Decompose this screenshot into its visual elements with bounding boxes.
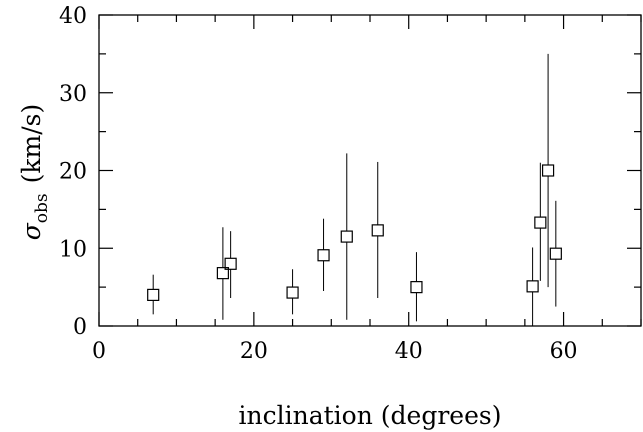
y-axis-unit: (km/s) [17,104,46,184]
y-axis-label: σobs (km/s) [17,104,52,241]
axis-ticks [98,14,642,327]
square-marker [549,247,562,260]
square-marker [534,216,547,229]
x-axis-label: inclination (degrees) [239,401,502,430]
y-tick-label: 10 [59,237,87,262]
square-marker [541,164,555,177]
square-marker [147,288,160,301]
y-tick-label: 40 [59,4,87,29]
y-tick-label: 0 [73,315,87,340]
data-point [147,274,160,315]
data-point [317,218,330,292]
data-point [534,162,547,281]
y-axis-subscript: obs [32,193,52,223]
square-marker [216,267,229,280]
data-point [526,247,539,326]
x-tick-label: 20 [240,339,268,364]
data-point [340,153,353,320]
data-point [286,269,299,315]
square-marker [317,249,330,262]
square-marker [286,286,299,299]
plot-frame [98,14,642,327]
data-point [224,231,237,299]
data-point [549,200,562,307]
data-point [541,53,555,288]
square-marker [371,224,384,237]
y-tick-label: 30 [59,82,87,107]
square-marker [526,280,539,293]
y-axis-symbol: σ [17,222,46,240]
square-marker [340,230,353,243]
data-point [371,161,384,299]
data-marks [147,53,562,326]
x-tick-label: 40 [395,339,423,364]
square-marker [224,257,237,270]
data-point [410,252,423,322]
x-tick-label: 0 [92,339,106,364]
x-tick-label: 60 [550,339,578,364]
tick-labels: 0 20 40 60 0 10 20 30 40 [59,4,578,364]
square-marker [410,281,423,294]
data-point [216,227,229,320]
y-tick-label: 20 [59,160,87,185]
